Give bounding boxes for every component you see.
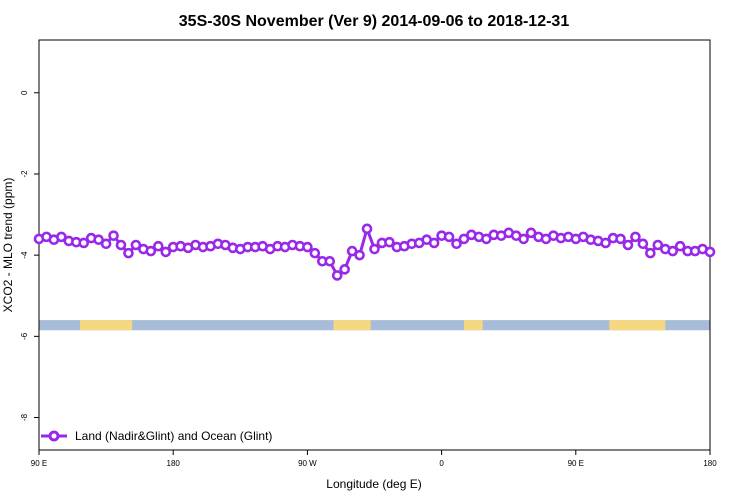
x-axis: 90 E 180 90 W 0 90 E 180 — [31, 450, 717, 468]
data-point — [518, 233, 529, 245]
legend-marker-swatch — [48, 430, 60, 442]
data-point — [354, 249, 365, 261]
x-tick-label: 90 E — [31, 459, 47, 468]
data-point — [637, 238, 649, 250]
data-point — [704, 246, 716, 258]
data-point — [123, 247, 134, 259]
land-band — [333, 320, 371, 331]
series-layer — [33, 223, 716, 281]
data-point — [78, 237, 90, 249]
data-point — [525, 227, 537, 239]
data-point — [674, 240, 686, 252]
data-point — [56, 231, 67, 243]
data-point — [93, 234, 104, 246]
x-tick-label: 90 W — [298, 459, 317, 468]
land-band — [609, 320, 666, 331]
data-point — [160, 246, 172, 258]
data-point — [443, 231, 455, 243]
data-point — [630, 231, 641, 243]
data-point — [667, 245, 679, 257]
land-band — [80, 320, 133, 331]
x-tick-label: 180 — [167, 459, 181, 468]
data-point — [130, 239, 142, 251]
data-point — [428, 237, 440, 249]
legend: Land (Nadir&Glint) and Ocean (Glint) — [41, 429, 272, 443]
data-point — [622, 239, 634, 251]
land-band — [463, 320, 483, 331]
data-point — [152, 240, 164, 252]
y-tick-label: 0 — [20, 90, 29, 95]
chart-title: 35S-30S November (Ver 9) 2014-09-06 to 2… — [179, 13, 570, 30]
data-point — [481, 233, 492, 245]
plot-frame — [38, 39, 711, 451]
data-point — [600, 237, 611, 249]
data-point — [100, 238, 112, 250]
data-point — [324, 255, 336, 267]
ocean-band — [39, 320, 710, 331]
data-point — [458, 233, 470, 245]
data-point — [652, 239, 664, 251]
land-ocean-strip — [39, 320, 710, 331]
y-tick-label: -4 — [20, 251, 29, 259]
x-tick-label: 180 — [703, 459, 717, 468]
data-point — [615, 233, 626, 245]
data-point — [369, 243, 380, 255]
y-tick-label: -6 — [20, 332, 29, 340]
data-point — [384, 236, 395, 248]
x-tick-label: 90 E — [568, 459, 584, 468]
data-point — [451, 238, 462, 250]
y-axis-label: XCO2 - MLO trend (ppm) — [1, 178, 15, 313]
x-axis-label: Longitude (deg E) — [326, 477, 421, 491]
legend-label: Land (Nadir&Glint) and Ocean (Glint) — [75, 429, 272, 443]
data-point — [331, 270, 343, 281]
data-point — [302, 241, 313, 253]
data-point — [115, 239, 127, 251]
data-point — [339, 264, 350, 275]
data-point — [108, 230, 119, 241]
data-point — [361, 223, 373, 235]
x-tick-label: 0 — [439, 459, 444, 468]
y-axis: 0 -2 -4 -6 -8 — [20, 90, 39, 421]
data-point — [645, 247, 656, 259]
y-tick-label: -2 — [20, 170, 29, 178]
data-point — [145, 245, 157, 257]
data-point — [309, 247, 321, 259]
data-point — [346, 245, 358, 257]
y-tick-label: -8 — [20, 413, 29, 421]
